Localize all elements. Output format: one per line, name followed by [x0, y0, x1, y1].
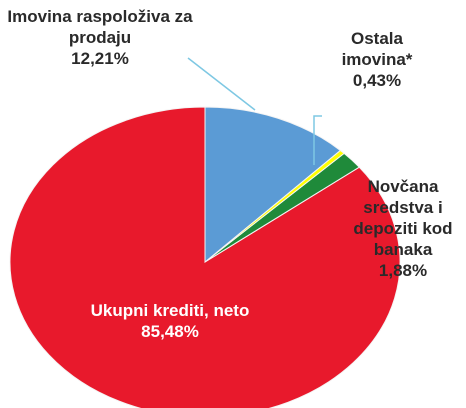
leader-line — [313, 115, 322, 165]
category-name: Novčana sredstva i depoziti kod banaka — [353, 177, 453, 259]
slice-label: Ukupni krediti, neto 85,48% — [70, 300, 270, 342]
value-label: 12,21% — [71, 49, 129, 68]
category-name: Ostala imovina* — [341, 29, 413, 69]
category-name: Ukupni krediti, neto — [90, 301, 250, 320]
pie-slice — [9, 106, 401, 408]
pie-slice — [204, 106, 342, 264]
slice-label: Imovina raspoloživa za prodaju 12,21% — [0, 6, 200, 69]
leader-line — [187, 57, 256, 111]
value-label: 0,43% — [352, 71, 402, 90]
category-name: Imovina raspoloživa za prodaju — [7, 7, 193, 47]
value-label: 85,48% — [141, 322, 199, 341]
slice-label: Novčana sredstva i depoziti kod banaka 1,… — [340, 176, 466, 281]
slice-label: Ostala imovina* 0,43% — [322, 28, 432, 91]
value-label: 1,88% — [378, 261, 428, 280]
